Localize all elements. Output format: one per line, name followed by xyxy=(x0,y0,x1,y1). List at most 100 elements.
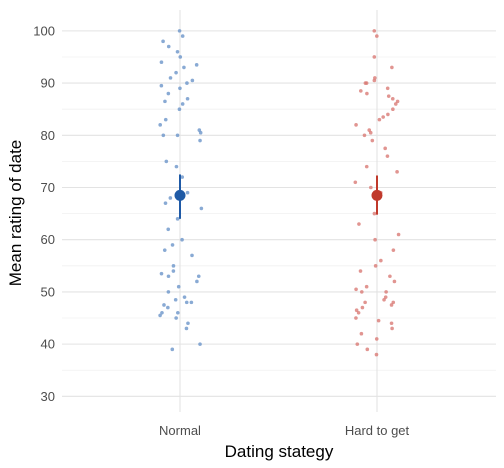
data-point xyxy=(180,237,184,242)
data-point xyxy=(388,274,392,279)
y-tick-label: 100 xyxy=(33,23,55,38)
data-point xyxy=(178,86,182,91)
data-point xyxy=(170,243,175,247)
data-point xyxy=(159,271,164,276)
data-point xyxy=(162,248,167,252)
data-point xyxy=(376,318,381,323)
data-point xyxy=(391,300,396,305)
data-point xyxy=(198,130,203,135)
data-point xyxy=(354,308,359,312)
data-point xyxy=(175,217,180,221)
y-tick-label: 50 xyxy=(41,284,55,299)
data-point xyxy=(159,60,164,65)
data-point xyxy=(390,65,394,70)
data-point xyxy=(178,55,183,59)
data-point xyxy=(359,290,364,294)
data-point xyxy=(171,269,176,273)
data-point xyxy=(166,305,170,310)
data-point xyxy=(363,300,367,305)
data-point xyxy=(166,274,171,279)
data-point xyxy=(360,305,365,310)
data-point xyxy=(386,112,390,117)
summary-marks xyxy=(174,174,383,219)
data-point xyxy=(369,185,373,190)
data-point xyxy=(190,78,195,83)
x-tick-labels: Normal Hard to get xyxy=(159,423,409,438)
data-point xyxy=(373,237,377,242)
data-point xyxy=(374,352,379,357)
data-point xyxy=(176,311,180,315)
data-point xyxy=(174,70,178,75)
data-point xyxy=(396,232,401,237)
data-point xyxy=(175,49,180,54)
data-point xyxy=(164,159,169,164)
data-point xyxy=(190,253,194,258)
data-point xyxy=(381,115,385,119)
data-point xyxy=(364,164,369,169)
data-point xyxy=(389,321,394,326)
x-tick-label: Normal xyxy=(159,423,201,438)
data-point xyxy=(176,284,181,289)
data-point xyxy=(199,206,204,211)
data-point xyxy=(356,311,361,315)
data-point xyxy=(182,65,186,70)
data-point xyxy=(372,78,377,83)
data-point xyxy=(355,342,360,346)
data-point xyxy=(166,91,171,96)
data-point xyxy=(359,331,364,336)
data-point xyxy=(362,133,367,138)
data-point xyxy=(375,34,379,38)
data-point xyxy=(364,284,369,289)
grid xyxy=(62,10,496,412)
mean-point xyxy=(174,189,186,201)
data-point xyxy=(367,128,372,132)
data-point xyxy=(175,133,180,138)
data-point xyxy=(395,99,400,104)
data-point xyxy=(161,133,166,138)
data-point xyxy=(354,287,358,292)
data-point xyxy=(198,342,202,346)
data-point xyxy=(173,297,178,302)
data-point xyxy=(174,164,179,169)
y-tick-label: 70 xyxy=(41,180,55,195)
data-point xyxy=(357,222,361,226)
data-point xyxy=(390,96,395,101)
data-point xyxy=(166,290,171,294)
data-point xyxy=(385,86,390,91)
data-point xyxy=(353,180,358,185)
data-point xyxy=(166,44,171,49)
data-point xyxy=(159,83,164,88)
data-point xyxy=(359,89,363,93)
data-point xyxy=(358,269,363,273)
data-point xyxy=(384,290,388,294)
data-point xyxy=(168,76,173,80)
data-point xyxy=(158,313,162,318)
data-point xyxy=(389,303,394,307)
data-point xyxy=(180,34,185,38)
data-point xyxy=(177,107,182,111)
data-point xyxy=(160,311,164,315)
data-point xyxy=(189,300,194,305)
data-point xyxy=(185,190,190,195)
y-tick-label: 80 xyxy=(41,128,55,143)
y-tick-label: 90 xyxy=(41,76,55,91)
data-point xyxy=(377,117,382,122)
y-tick-label: 30 xyxy=(41,389,55,404)
data-point xyxy=(390,326,394,331)
data-point xyxy=(194,63,199,67)
y-axis-title: Mean rating of date xyxy=(6,140,25,286)
data-point xyxy=(163,201,168,205)
data-point xyxy=(379,258,383,263)
data-point xyxy=(158,123,163,127)
data-point xyxy=(365,347,370,352)
data-point xyxy=(391,107,395,111)
data-point xyxy=(383,295,388,299)
data-point xyxy=(174,316,178,320)
y-tick-label: 60 xyxy=(41,232,55,247)
data-point xyxy=(161,39,165,44)
data-point xyxy=(166,227,171,232)
data-point xyxy=(162,303,166,307)
data-point xyxy=(177,29,182,33)
data-point xyxy=(392,279,397,284)
